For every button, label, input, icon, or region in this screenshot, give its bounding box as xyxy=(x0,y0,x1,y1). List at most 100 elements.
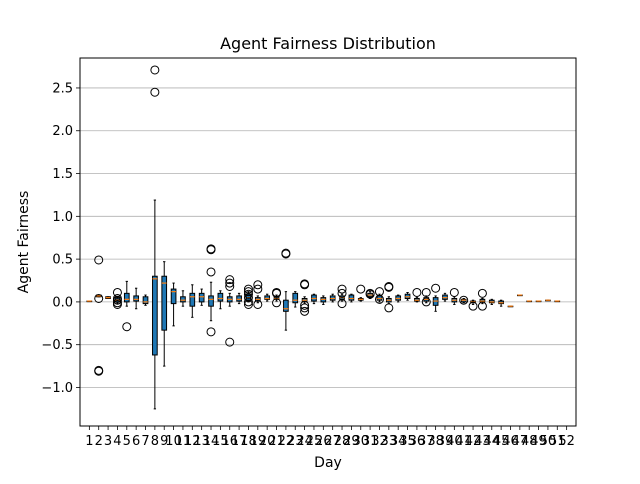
day-box-16 xyxy=(225,275,235,347)
x-tick-label: 46 xyxy=(502,434,519,449)
plot-area xyxy=(80,58,576,426)
x-tick-label: 51 xyxy=(549,434,566,449)
day-box-31 xyxy=(365,288,375,299)
x-tick-label: 4 xyxy=(113,434,121,449)
y-tick-label: 1.5 xyxy=(52,167,73,182)
outlier-point xyxy=(122,322,132,332)
x-tick-label: 20 xyxy=(259,434,276,449)
iqr-box xyxy=(180,296,186,303)
outlier-point xyxy=(206,245,216,255)
x-tick-label: 7 xyxy=(141,434,149,449)
day-box-9 xyxy=(161,261,168,367)
x-tick-label: 33 xyxy=(381,434,398,449)
axes-frame xyxy=(79,57,577,427)
x-tick-label: 25 xyxy=(306,434,323,449)
outlier-point xyxy=(459,295,469,305)
outlier-point xyxy=(94,255,104,265)
x-tick-label: 22 xyxy=(278,434,295,449)
x-tick-label: 16 xyxy=(221,434,238,449)
outlier-point xyxy=(337,284,347,294)
day-box-15 xyxy=(217,290,224,310)
day-box-5 xyxy=(122,280,132,332)
x-tick-label: 2 xyxy=(95,434,103,449)
day-box-23 xyxy=(292,291,299,308)
day-box-12 xyxy=(189,284,196,318)
x-tick-label: 41 xyxy=(455,434,472,449)
outlier-point xyxy=(300,303,310,313)
boxes xyxy=(86,65,561,410)
day-box-29 xyxy=(348,293,355,303)
x-tick-label: 9 xyxy=(160,434,168,449)
y-tick-label: 0.5 xyxy=(52,253,73,268)
x-tick-label: 18 xyxy=(240,434,257,449)
x-tick-label: 3 xyxy=(104,434,112,449)
outlier-point xyxy=(412,287,422,297)
x-tick-label: 19 xyxy=(250,434,267,449)
day-box-21 xyxy=(272,287,282,308)
x-tick-label: 40 xyxy=(446,434,463,449)
x-tick-label: 38 xyxy=(427,434,444,449)
x-tick-label: 43 xyxy=(474,434,491,449)
y-axis-label: Agent Fairness xyxy=(16,191,32,294)
outlier-point xyxy=(272,288,282,298)
day-box-20 xyxy=(264,293,271,302)
day-box-18 xyxy=(243,284,253,309)
outlier-point xyxy=(468,301,478,311)
iqr-box xyxy=(236,295,242,302)
x-tick-label: 12 xyxy=(184,434,201,449)
y-tick-label: 0.0 xyxy=(52,295,73,310)
day-box-1 xyxy=(86,300,93,303)
day-box-14 xyxy=(206,244,216,337)
iqr-box xyxy=(217,292,224,302)
day-box-19 xyxy=(253,280,263,309)
outlier-point xyxy=(384,282,394,292)
chart-title: Agent Fairness Distribution xyxy=(220,34,436,53)
outlier-point xyxy=(206,267,216,277)
outlier-point xyxy=(374,294,384,304)
x-tick-label: 42 xyxy=(465,434,482,449)
day-box-48 xyxy=(526,300,533,303)
outlier-point xyxy=(421,297,431,307)
outlier-point xyxy=(225,278,235,288)
x-tick-label: 45 xyxy=(493,434,510,449)
outlier-point xyxy=(356,284,366,294)
x-tick-label: 30 xyxy=(352,434,369,449)
y-tick-label: 2.0 xyxy=(52,124,73,139)
day-box-39 xyxy=(442,292,448,302)
outlier-point xyxy=(206,327,216,337)
day-box-42 xyxy=(468,299,478,311)
day-box-37 xyxy=(421,287,431,307)
day-box-40 xyxy=(449,287,459,305)
outlier-point xyxy=(253,284,263,294)
outlier-point xyxy=(243,287,253,297)
iqr-box xyxy=(348,294,355,301)
iqr-box xyxy=(142,296,149,305)
outlier-point xyxy=(300,280,310,290)
day-box-25 xyxy=(311,293,317,305)
iqr-box xyxy=(292,292,299,304)
outlier-point xyxy=(253,299,263,309)
x-tick-label: 21 xyxy=(268,434,285,449)
x-tick-label: 5 xyxy=(123,434,131,449)
x-tick-label: 17 xyxy=(231,434,248,449)
day-box-46 xyxy=(507,305,514,308)
x-tick-label: 52 xyxy=(558,434,575,449)
iqr-box xyxy=(133,295,139,302)
iqr-box xyxy=(198,292,205,303)
x-tick-label: 27 xyxy=(324,434,341,449)
day-box-17 xyxy=(236,292,242,305)
outlier-point xyxy=(477,301,487,311)
day-box-8 xyxy=(150,65,160,410)
day-box-28 xyxy=(337,284,347,309)
outlier-point xyxy=(281,249,291,259)
day-box-13 xyxy=(198,288,205,306)
y-tick-label: 1.0 xyxy=(52,210,73,225)
x-tick-label: 35 xyxy=(399,434,416,449)
iqr-box xyxy=(123,292,130,303)
outlier-point xyxy=(150,65,160,75)
day-box-2 xyxy=(94,255,104,376)
outlier-point xyxy=(477,288,487,298)
x-tick-label: 39 xyxy=(437,434,454,449)
iqr-box xyxy=(283,299,289,312)
outlier-point xyxy=(225,275,235,285)
